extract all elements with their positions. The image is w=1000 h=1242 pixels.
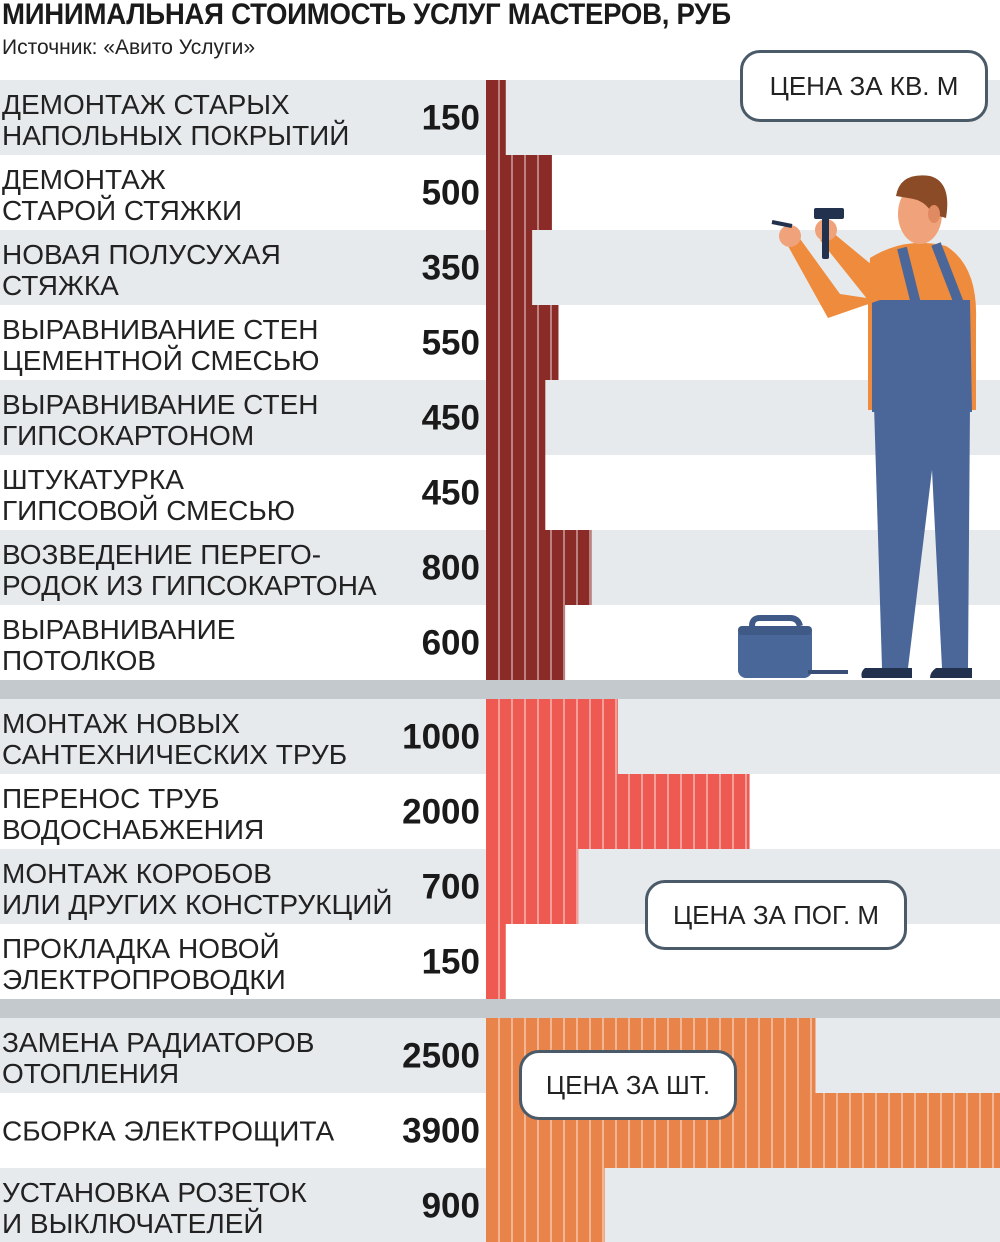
category-label: ДЕМОНТАЖ bbox=[2, 164, 166, 195]
unit-label-linear: ЦЕНА ЗА ПОГ. М bbox=[645, 880, 907, 950]
bar bbox=[486, 849, 579, 924]
category-label: ВЫРАВНИВАНИЕ bbox=[2, 614, 235, 645]
category-label: ПРОКЛАДКА НОВОЙ bbox=[2, 933, 280, 964]
category-label: МОНТАЖ НОВЫХ bbox=[2, 708, 240, 739]
category-label: ЗАМЕНА РАДИАТОРОВ bbox=[2, 1027, 314, 1058]
bar-value-label: 350 bbox=[422, 249, 480, 288]
unit-label-sqm: ЦЕНА ЗА КВ. М bbox=[740, 50, 988, 122]
category-label: И ВЫКЛЮЧАТЕЛЕЙ bbox=[2, 1208, 264, 1239]
category-label: МОНТАЖ КОРОБОВ bbox=[2, 858, 272, 889]
category-label: НОВАЯ ПОЛУСУХАЯ bbox=[2, 239, 281, 270]
category-label: ПОТОЛКОВ bbox=[2, 645, 156, 676]
category-label: САНТЕХНИЧЕСКИХ ТРУБ bbox=[2, 739, 347, 770]
category-label: ПЕРЕНОС ТРУБ bbox=[2, 783, 219, 814]
bar bbox=[486, 80, 506, 155]
group-separator bbox=[0, 999, 1000, 1018]
category-label: ГИПСОКАРТОНОМ bbox=[2, 420, 254, 451]
bar-value-label: 900 bbox=[422, 1187, 480, 1226]
bar bbox=[486, 924, 506, 999]
bar-value-label: 150 bbox=[422, 99, 480, 138]
category-label: ИЛИ ДРУГИХ КОНСТРУКЦИЙ bbox=[2, 889, 392, 920]
category-label: ВЫРАВНИВАНИЕ СТЕН bbox=[2, 314, 318, 345]
category-label: НАПОЛЬНЫХ ПОКРЫТИЙ bbox=[2, 120, 349, 151]
worker-illustration bbox=[738, 175, 977, 678]
worker-legs bbox=[874, 405, 970, 668]
category-label: СТЯЖКА bbox=[2, 270, 119, 301]
category-label: ЭЛЕКТРОПРОВОДКИ bbox=[2, 964, 286, 995]
chart-title: МИНИМАЛЬНАЯ СТОИМОСТЬ УСЛУГ МАСТЕРОВ, РУ… bbox=[2, 0, 731, 31]
category-label: ДЕМОНТАЖ СТАРЫХ bbox=[2, 89, 290, 120]
toolbox-icon bbox=[738, 615, 812, 678]
bar bbox=[486, 155, 552, 230]
category-label: ОТОПЛЕНИЯ bbox=[2, 1058, 179, 1089]
bar-value-label: 550 bbox=[422, 324, 480, 363]
bar bbox=[486, 774, 750, 849]
bar-value-label: 450 bbox=[422, 474, 480, 513]
bar bbox=[486, 1168, 605, 1242]
category-label: ШТУКАТУРКА bbox=[2, 464, 184, 495]
chart-source: Источник: «Авито Услуги» bbox=[2, 36, 256, 59]
bar bbox=[486, 699, 618, 774]
unit-label-piece: ЦЕНА ЗА ШТ. bbox=[519, 1050, 737, 1120]
category-label: УСТАНОВКА РОЗЕТОК bbox=[2, 1177, 307, 1208]
bar-value-label: 500 bbox=[422, 174, 480, 213]
hammer-icon bbox=[814, 208, 844, 259]
bar bbox=[486, 380, 546, 455]
bar bbox=[486, 455, 546, 530]
bar-value-label: 700 bbox=[422, 868, 480, 907]
category-label: ВОЗВЕДЕНИЕ ПЕРЕГО- bbox=[2, 539, 321, 570]
category-label: ВОДОСНАБЖЕНИЯ bbox=[2, 814, 264, 845]
bar-value-label: 3900 bbox=[402, 1112, 480, 1151]
category-label: ГИПСОВОЙ СМЕСЬЮ bbox=[2, 495, 295, 526]
category-label: РОДОК ИЗ ГИПСОКАРТОНА bbox=[2, 570, 377, 601]
bar-value-label: 800 bbox=[422, 549, 480, 588]
bar-value-label: 450 bbox=[422, 399, 480, 438]
category-label: ВЫРАВНИВАНИЕ СТЕН bbox=[2, 389, 318, 420]
bar bbox=[486, 305, 559, 380]
category-label: СБОРКА ЭЛЕКТРОЩИТА bbox=[2, 1116, 335, 1147]
bar-value-label: 2000 bbox=[402, 793, 480, 832]
group-separator bbox=[0, 680, 1000, 699]
bar-value-label: 1000 bbox=[402, 718, 480, 757]
bar-value-label: 150 bbox=[422, 943, 480, 982]
category-label: СТАРОЙ СТЯЖКИ bbox=[2, 195, 242, 226]
category-label: ЦЕМЕНТНОЙ СМЕСЬЮ bbox=[2, 345, 319, 376]
bar-value-label: 2500 bbox=[402, 1037, 480, 1076]
bar-value-label: 600 bbox=[422, 624, 480, 663]
